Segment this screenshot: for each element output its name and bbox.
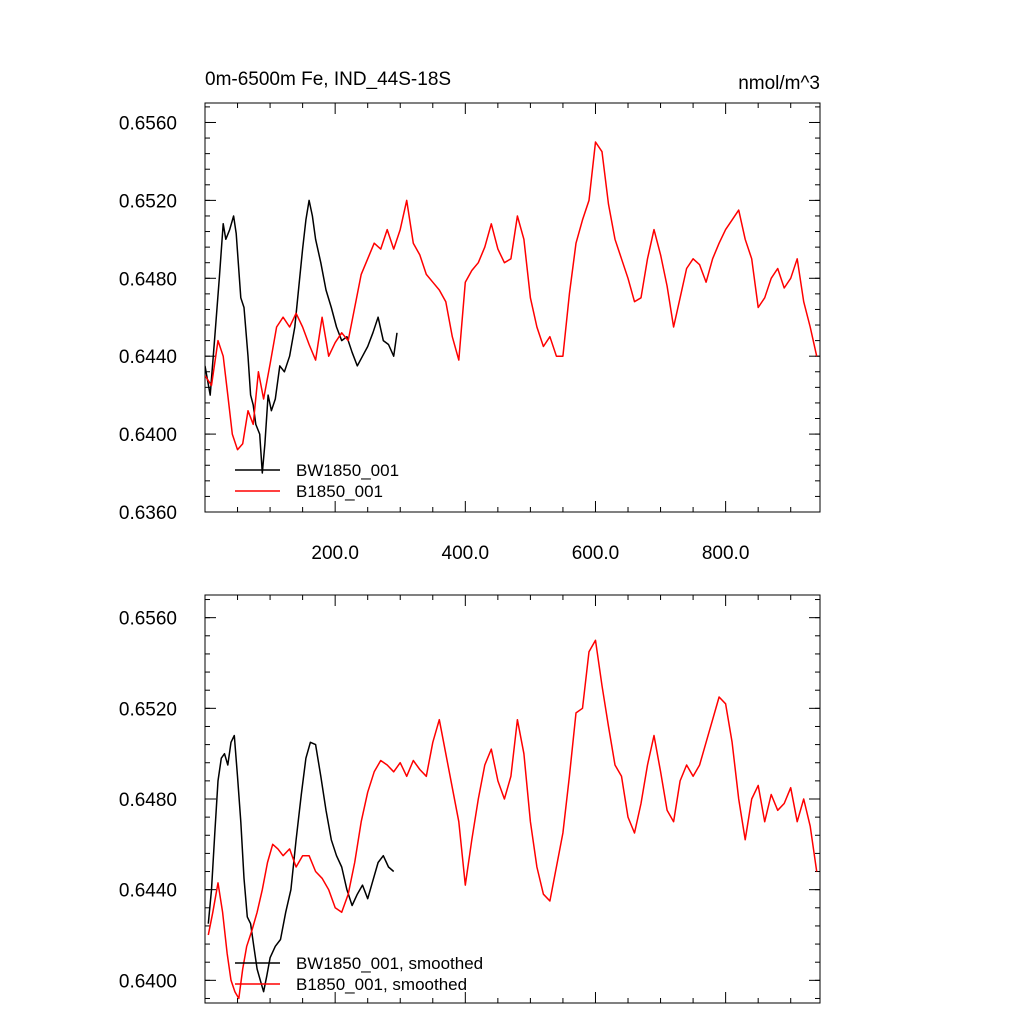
y-tick-label: 0.6520 xyxy=(119,191,177,212)
x-tick-label: 800.0 xyxy=(702,543,750,564)
x-tick-label: 200.0 xyxy=(311,543,359,564)
chart-title-right: nmol/m^3 xyxy=(738,73,820,94)
y-tick-label: 0.6440 xyxy=(119,347,177,368)
panel-bottom: 0.6400 0.6440 0.6480 0.6520 0.6560 BW1850_001… xyxy=(119,594,821,1004)
y-tick-label: 0.6440 xyxy=(119,881,177,902)
plot-frame xyxy=(204,102,821,513)
plot-frame xyxy=(204,594,821,1004)
y-tick-label: 0.6480 xyxy=(119,269,177,290)
y-tick-label: 0.6560 xyxy=(119,609,177,630)
x-tick-label: 400.0 xyxy=(442,543,490,564)
y-tick-label: 0.6560 xyxy=(119,113,177,134)
chart-title-left: 0m-6500m Fe, IND_44S-18S xyxy=(205,69,451,90)
legend-label-1: B1850_001, smoothed xyxy=(296,975,467,994)
x-tick-label: 600.0 xyxy=(572,543,620,564)
panel-top: 0.6360 0.6400 0.6440 0.6480 0.6520 0.6560 200.… xyxy=(119,69,821,564)
y-tick-label: 0.6480 xyxy=(119,790,177,811)
legend-label-0: BW1850_001, smoothed xyxy=(296,954,483,973)
legend-label-0: BW1850_001 xyxy=(296,461,399,480)
legend-label-1: B1850_001 xyxy=(296,482,383,501)
y-tick-label: 0.6400 xyxy=(119,425,177,446)
y-tick-label: 0.6360 xyxy=(119,503,177,524)
series-line-1 xyxy=(207,639,818,1000)
series-line-0 xyxy=(207,734,395,993)
series-line-0 xyxy=(205,199,398,474)
series-line-1 xyxy=(205,141,818,451)
y-tick-label: 0.6400 xyxy=(119,971,177,992)
y-tick-label: 0.6520 xyxy=(119,699,177,720)
